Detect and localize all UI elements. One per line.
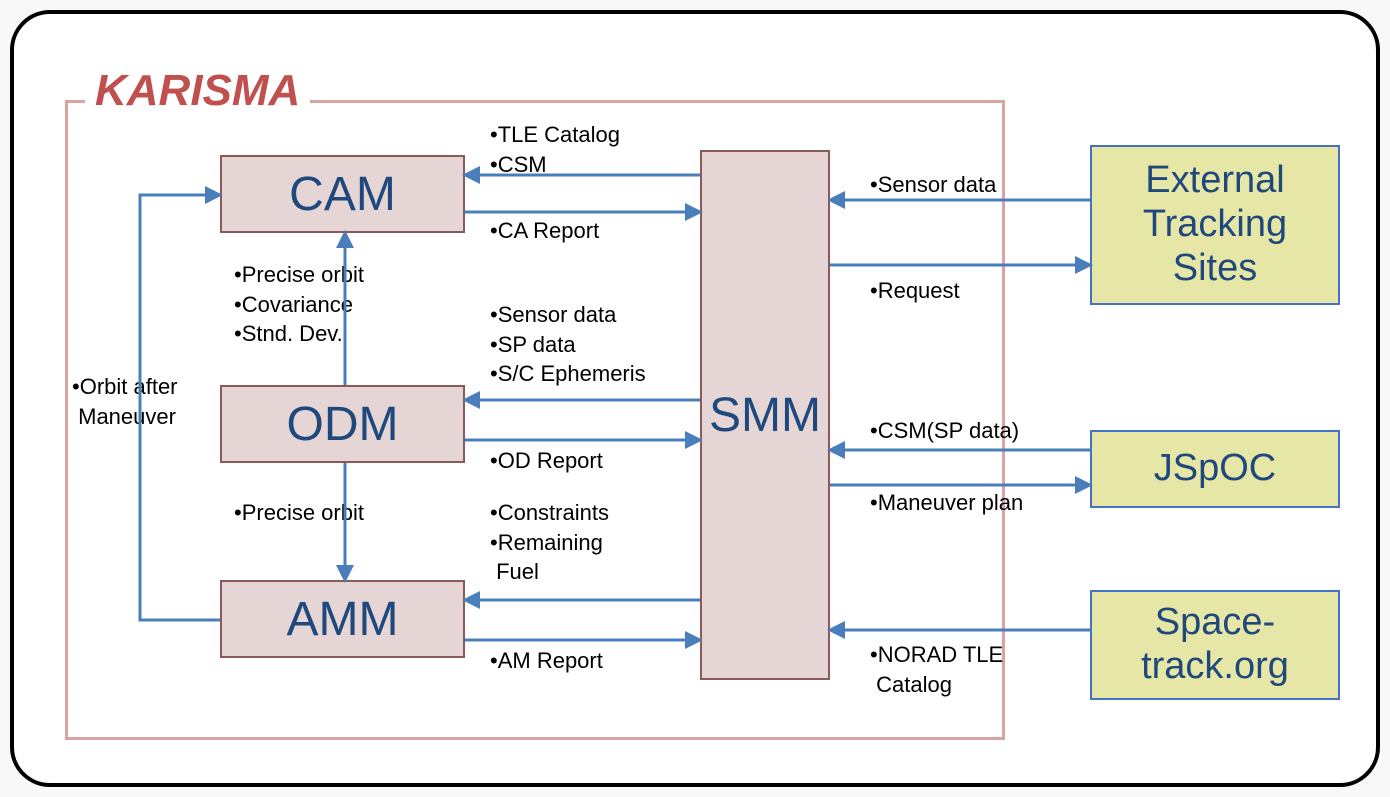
module-odm: ODM bbox=[220, 385, 465, 463]
external-spacetrack: Space- track.org bbox=[1090, 590, 1340, 700]
module-odm-label: ODM bbox=[287, 397, 399, 452]
karisma-title: KARISMA bbox=[85, 66, 310, 116]
label-maneuver-plan: •Maneuver plan bbox=[870, 490, 1023, 516]
label-precise-orbit-2: •Precise orbit bbox=[234, 500, 364, 526]
label-ca-report: •CA Report bbox=[490, 218, 599, 244]
label-sensor-data-right: •Sensor data bbox=[870, 172, 996, 198]
label-csm-sp: •CSM(SP data) bbox=[870, 418, 1019, 444]
module-smm: SMM bbox=[700, 150, 830, 680]
label-orbit-after-maneuver: •Orbit after Maneuver bbox=[72, 372, 178, 431]
external-tracking-sites: External Tracking Sites bbox=[1090, 145, 1340, 305]
module-amm-label: AMM bbox=[287, 592, 399, 647]
external-jspoc-label: JSpOC bbox=[1154, 447, 1276, 491]
external-spacetrack-label: Space- track.org bbox=[1141, 601, 1289, 688]
module-amm: AMM bbox=[220, 580, 465, 658]
label-sensor-sp-ephemeris: •Sensor data •SP data •S/C Ephemeris bbox=[490, 300, 646, 389]
label-od-report: •OD Report bbox=[490, 448, 603, 474]
karisma-group-box bbox=[65, 100, 1005, 740]
module-cam-label: CAM bbox=[289, 167, 396, 222]
label-tle-csm: •TLE Catalog •CSM bbox=[490, 120, 620, 179]
label-am-report: •AM Report bbox=[490, 648, 603, 674]
label-request: •Request bbox=[870, 278, 960, 304]
label-precise-covariance-stnddev: •Precise orbit •Covariance •Stnd. Dev. bbox=[234, 260, 364, 349]
module-smm-label: SMM bbox=[709, 388, 821, 443]
external-tracking-label: External Tracking Sites bbox=[1143, 159, 1287, 290]
label-constraints-fuel: •Constraints •Remaining Fuel bbox=[490, 498, 609, 587]
external-jspoc: JSpOC bbox=[1090, 430, 1340, 508]
module-cam: CAM bbox=[220, 155, 465, 233]
label-norad-tle: •NORAD TLE Catalog bbox=[870, 640, 1003, 699]
